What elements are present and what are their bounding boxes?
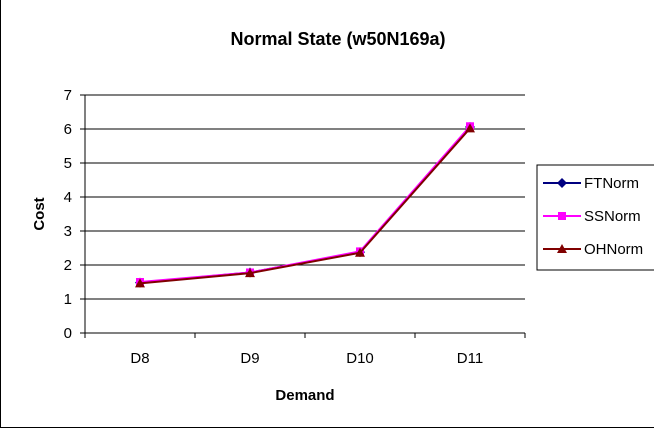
x-tick-label: D11 [457,350,483,367]
y-tick-label: 5 [64,155,72,172]
legend-item: OHNorm [543,241,643,258]
legend-label: SSNorm [584,208,641,225]
series-layer [135,121,475,288]
data-point [557,178,567,188]
chart-title: Normal State (w50N169a) [230,29,445,49]
y-tick-label: 6 [64,121,72,138]
y-tick-label: 0 [64,325,72,342]
series-line [139,125,471,283]
gridlines [85,94,525,300]
series-line [139,127,471,285]
series-line [139,126,471,284]
y-tick-label: 2 [64,257,72,274]
y-tick-label: 4 [64,189,72,206]
legend-label: OHNorm [584,241,643,258]
data-point [245,268,255,278]
y-tick-label: 1 [64,291,72,308]
data-point [465,123,475,133]
x-tick-labels: D8 D9 D10 D11 [130,350,483,367]
data-point [135,278,145,288]
y-axis-title: Cost [31,197,48,230]
legend-item: FTNorm [543,175,639,192]
data-point [355,247,365,257]
axes [80,94,526,338]
legend-label: FTNorm [584,175,639,192]
x-axis-title: Demand [275,387,334,404]
x-tick-label: D9 [240,350,259,367]
legend: FTNorm SSNorm OHNorm [536,164,654,271]
data-point [557,244,567,253]
series-OHNorm [135,123,475,288]
y-tick-labels: 0 1 2 3 4 5 6 7 [64,87,72,342]
x-tick-label: D10 [346,350,374,367]
y-tick-label: 3 [64,223,72,240]
y-tick-label: 7 [64,87,72,104]
legend-item: SSNorm [543,208,641,225]
series-SSNorm [136,122,474,286]
x-tick-label: D8 [130,350,149,367]
data-point [558,212,566,220]
